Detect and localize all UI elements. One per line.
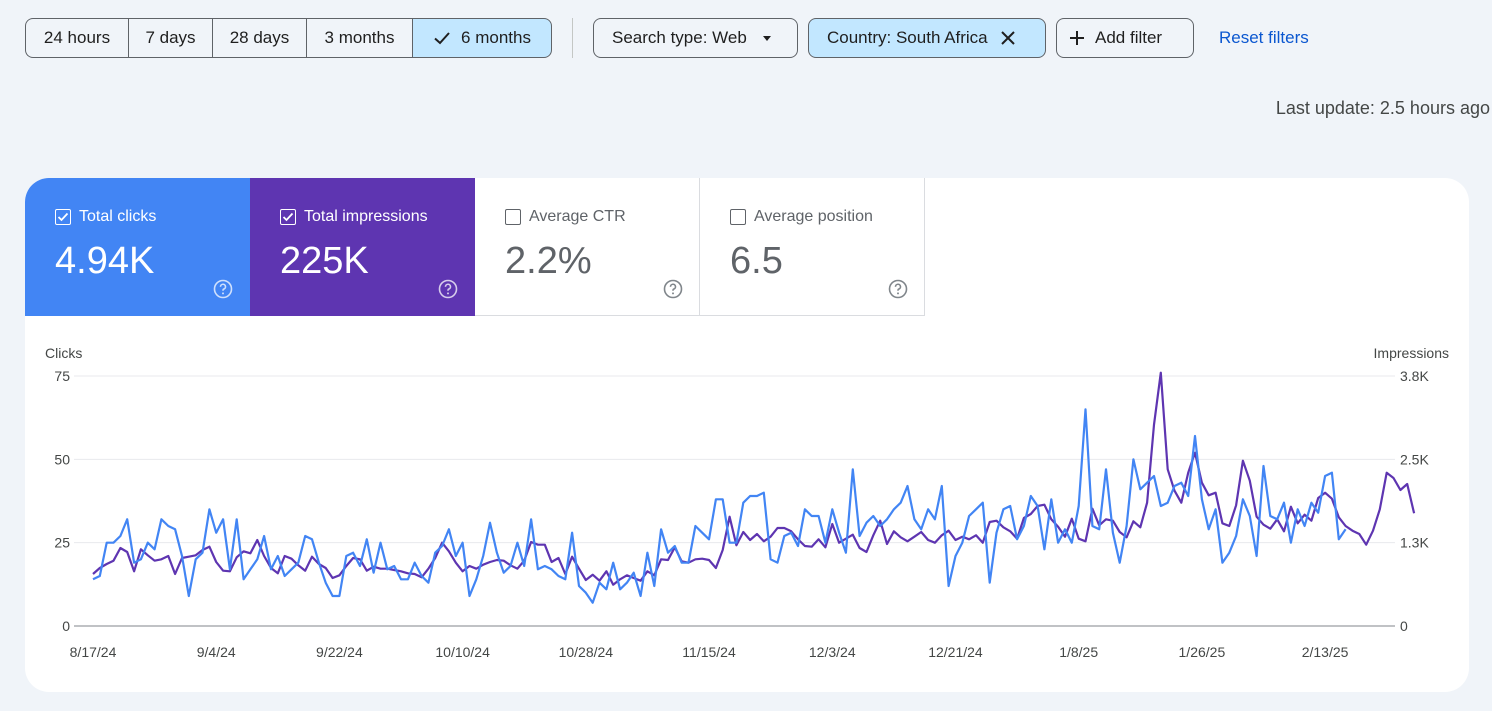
- last-update-text: Last update: 2.5 hours ago: [1275, 98, 1490, 118]
- range-24-hours[interactable]: 24 hours: [25, 18, 128, 58]
- range-label: 28 days: [229, 28, 290, 47]
- add-filter-button[interactable]: Add filter: [1056, 18, 1194, 58]
- y-tick-label-right: 2.5K: [1400, 451, 1429, 467]
- y-tick-label-right: 0: [1400, 618, 1408, 634]
- x-tick-label: 10/10/24: [435, 644, 490, 660]
- metric-label: Average CTR: [529, 208, 626, 225]
- help-icon[interactable]: [888, 279, 908, 299]
- metric-total-clicks[interactable]: Total clicks 4.94K: [25, 178, 250, 316]
- checkbox-checked-icon[interactable]: [280, 209, 296, 225]
- range-label: 3 months: [324, 28, 395, 47]
- search-type-label: Search type: Web: [612, 28, 747, 47]
- y-tick-label-left: 0: [62, 618, 70, 634]
- metric-label: Total impressions: [304, 208, 428, 225]
- close-icon[interactable]: [1000, 30, 1016, 46]
- checkbox-checked-icon[interactable]: [55, 209, 71, 225]
- caret-down-icon: [761, 32, 773, 44]
- series-line-clicks: [92, 408, 1347, 604]
- y-tick-label-left: 75: [54, 368, 70, 384]
- x-tick-label: 9/22/24: [316, 644, 363, 660]
- metric-label: Total clicks: [79, 208, 157, 225]
- add-filter-label: Add filter: [1095, 28, 1163, 47]
- search-type-dropdown[interactable]: Search type: Web: [593, 18, 798, 58]
- reset-filters-link[interactable]: Reset filters: [1219, 28, 1309, 47]
- checkbox-unchecked-icon[interactable]: [505, 209, 521, 225]
- x-tick-label: 1/8/25: [1059, 644, 1098, 660]
- x-tick-label: 8/17/24: [70, 644, 117, 660]
- x-tick-label: 12/3/24: [809, 644, 856, 660]
- range-label: 6 months: [461, 28, 531, 47]
- metric-value: 225K: [280, 240, 369, 282]
- y-tick-label-right: 1.3K: [1400, 535, 1429, 551]
- performance-chart: Clicks Impressions 0 0 25 1.3K 50 2.5K 75 3.8K 8/1…: [45, 345, 1449, 660]
- y-tick-label-right: 3.8K: [1400, 368, 1429, 384]
- metric-average-ctr[interactable]: Average CTR 2.2%: [475, 178, 700, 316]
- range-6-months[interactable]: 6 months: [412, 18, 552, 58]
- metric-value: 6.5: [730, 240, 783, 282]
- date-range-selector: 24 hours 7 days 28 days 3 months 6 month…: [25, 18, 552, 58]
- checkmark-icon: [433, 29, 451, 47]
- range-3-months[interactable]: 3 months: [306, 18, 412, 58]
- x-tick-label: 12/21/24: [928, 644, 983, 660]
- help-icon[interactable]: [213, 279, 233, 299]
- range-7-days[interactable]: 7 days: [128, 18, 212, 58]
- metric-average-position[interactable]: Average position 6.5: [700, 178, 925, 316]
- y-axis-title-left: Clicks: [45, 345, 82, 361]
- performance-card: Total clicks 4.94K Total impressions 225…: [25, 178, 1469, 692]
- metric-label: Average position: [754, 208, 873, 225]
- plus-icon: [1069, 30, 1085, 46]
- toolbar: 24 hours 7 days 28 days 3 months 6 month…: [25, 18, 1309, 58]
- y-tick-label-left: 50: [54, 451, 70, 467]
- range-label: 7 days: [145, 28, 196, 47]
- x-tick-label: 2/13/25: [1302, 644, 1349, 660]
- metrics-row: Total clicks 4.94K Total impressions 225…: [25, 178, 925, 316]
- y-axis-title-right: Impressions: [1374, 345, 1449, 361]
- checkbox-unchecked-icon[interactable]: [730, 209, 746, 225]
- metric-value: 2.2%: [505, 240, 592, 282]
- y-tick-label-left: 25: [54, 535, 70, 551]
- x-tick-label: 10/28/24: [559, 644, 614, 660]
- x-tick-label: 9/4/24: [197, 644, 236, 660]
- series-line-impressions: [92, 371, 1416, 586]
- help-icon[interactable]: [663, 279, 683, 299]
- country-filter-chip[interactable]: Country: South Africa: [808, 18, 1046, 58]
- x-tick-label: 11/15/24: [682, 644, 736, 660]
- country-filter-label: Country: South Africa: [827, 28, 988, 47]
- metric-total-impressions[interactable]: Total impressions 225K: [250, 178, 475, 316]
- range-28-days[interactable]: 28 days: [212, 18, 306, 58]
- x-tick-label: 1/26/25: [1179, 644, 1226, 660]
- range-label: 24 hours: [43, 28, 111, 47]
- metric-value: 4.94K: [55, 240, 155, 282]
- help-icon[interactable]: [438, 279, 458, 299]
- divider: [572, 18, 573, 58]
